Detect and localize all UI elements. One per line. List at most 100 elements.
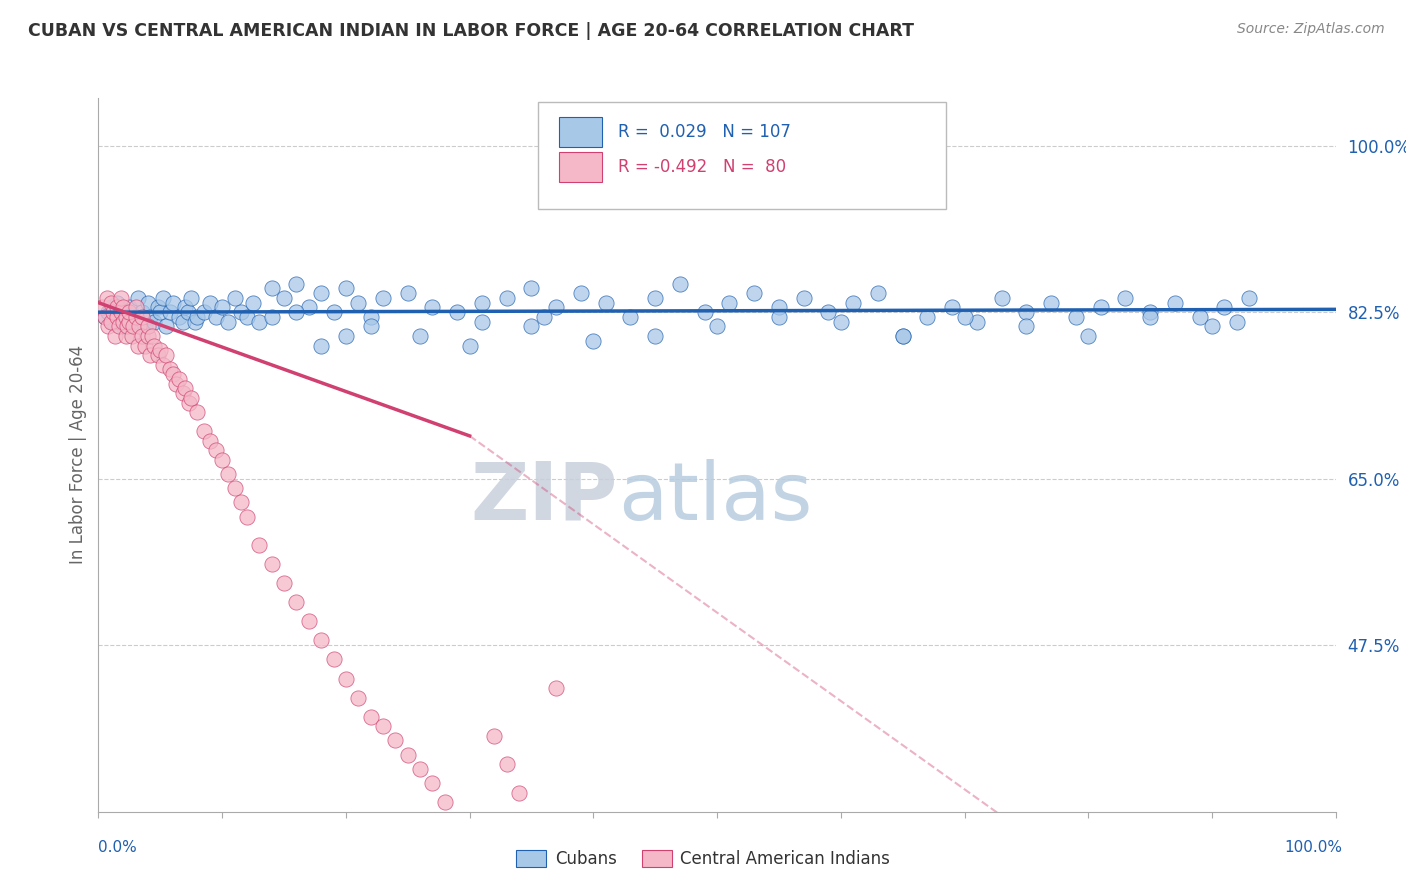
Point — [718, 295, 741, 310]
Point — [471, 852, 494, 866]
Point — [224, 481, 246, 495]
Point — [1213, 301, 1236, 315]
Point — [114, 305, 136, 319]
Point — [1226, 315, 1249, 329]
Point — [159, 362, 181, 376]
Point — [146, 348, 169, 362]
Text: atlas: atlas — [619, 458, 813, 537]
Point — [422, 301, 444, 315]
Text: ZIP: ZIP — [471, 458, 619, 537]
Y-axis label: In Labor Force | Age 20-64: In Labor Force | Age 20-64 — [69, 345, 87, 565]
Point — [118, 301, 141, 315]
Point — [118, 315, 141, 329]
Point — [866, 286, 889, 301]
Point — [433, 795, 456, 809]
Point — [768, 301, 790, 315]
Point — [484, 729, 506, 743]
Point — [990, 291, 1012, 305]
Point — [891, 329, 914, 343]
Point — [546, 681, 568, 695]
Point — [409, 329, 432, 343]
Point — [152, 291, 174, 305]
Text: Source: ZipAtlas.com: Source: ZipAtlas.com — [1237, 22, 1385, 37]
Point — [128, 319, 150, 334]
Point — [143, 338, 166, 352]
Point — [159, 305, 181, 319]
Point — [112, 315, 135, 329]
Point — [105, 310, 128, 324]
Point — [260, 558, 283, 572]
Point — [110, 310, 132, 324]
Point — [396, 747, 419, 762]
Point — [360, 319, 382, 334]
Point — [136, 295, 159, 310]
FancyBboxPatch shape — [558, 153, 602, 182]
Point — [105, 301, 128, 315]
Point — [966, 315, 988, 329]
Point — [1077, 329, 1099, 343]
Point — [335, 329, 357, 343]
Point — [114, 310, 136, 324]
Point — [224, 291, 246, 305]
Point — [139, 348, 162, 362]
Point — [520, 281, 543, 295]
Point — [260, 310, 283, 324]
Point — [97, 319, 120, 334]
Point — [131, 305, 153, 319]
Point — [619, 310, 641, 324]
Point — [105, 295, 128, 310]
Point — [134, 319, 156, 334]
Point — [97, 305, 120, 319]
Point — [96, 291, 118, 305]
Point — [793, 291, 815, 305]
Point — [136, 319, 159, 334]
Point — [174, 381, 197, 395]
Point — [167, 310, 190, 324]
Point — [110, 305, 132, 319]
Point — [177, 395, 200, 409]
Point — [127, 338, 149, 352]
Point — [471, 295, 494, 310]
Point — [229, 305, 252, 319]
Point — [162, 367, 184, 381]
Point — [298, 301, 321, 315]
Point — [136, 329, 159, 343]
Point — [273, 576, 295, 591]
Point — [103, 315, 125, 329]
Point — [236, 310, 259, 324]
Point — [186, 310, 208, 324]
Point — [165, 376, 187, 391]
Point — [122, 315, 145, 329]
Point — [817, 305, 839, 319]
Point — [941, 301, 963, 315]
Point — [384, 733, 406, 747]
FancyBboxPatch shape — [537, 102, 946, 209]
Point — [131, 310, 153, 324]
Point — [205, 443, 228, 458]
Point — [891, 329, 914, 343]
Point — [347, 690, 370, 705]
Point — [100, 301, 122, 315]
Point — [1164, 295, 1187, 310]
Text: 100.0%: 100.0% — [1285, 840, 1343, 855]
Point — [706, 319, 728, 334]
Point — [569, 286, 592, 301]
Point — [110, 291, 132, 305]
Point — [595, 295, 617, 310]
Legend: Cubans, Central American Indians: Cubans, Central American Indians — [509, 843, 897, 875]
Point — [217, 315, 239, 329]
Point — [149, 305, 172, 319]
Point — [644, 329, 666, 343]
Point — [953, 310, 976, 324]
Point — [115, 319, 138, 334]
Point — [371, 719, 394, 733]
Point — [508, 786, 530, 800]
Point — [309, 286, 332, 301]
Point — [830, 315, 852, 329]
Point — [533, 310, 555, 324]
Point — [260, 281, 283, 295]
Point — [322, 305, 344, 319]
Point — [446, 305, 468, 319]
Point — [180, 391, 202, 405]
Point — [155, 319, 177, 334]
